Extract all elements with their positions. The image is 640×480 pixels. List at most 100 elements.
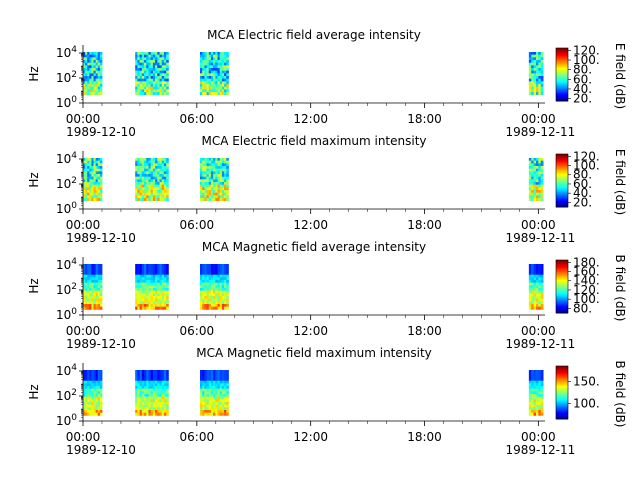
- spectrogram-cell: [166, 187, 169, 191]
- spectrogram-cell: [226, 301, 229, 305]
- spectrogram-cell: [533, 187, 537, 191]
- spectrogram-cell: [135, 372, 138, 376]
- spectrogram-cell: [135, 388, 138, 392]
- spectrogram-cell: [161, 386, 165, 390]
- spectrogram-cell: [150, 272, 154, 276]
- spectrogram-cell: [159, 81, 163, 85]
- spectrogram-cell: [152, 65, 156, 69]
- spectrogram-cell: [224, 290, 227, 294]
- spectrogram-cell: [208, 174, 212, 178]
- spectrogram-cell: [202, 54, 205, 58]
- spectrogram-cell: [226, 412, 229, 416]
- spectrogram-cell: [208, 280, 212, 284]
- y-tick-label: 104: [56, 257, 77, 272]
- spectrogram-cell: [217, 65, 221, 69]
- spectrogram-cell: [528, 383, 532, 387]
- spectrogram-cell: [148, 304, 152, 308]
- spectrogram-cell: [202, 388, 205, 392]
- spectrogram-cell: [528, 54, 532, 58]
- spectrogram-cell: [528, 402, 532, 406]
- spectrogram-cell: [83, 176, 86, 180]
- spectrogram-cell: [204, 296, 207, 300]
- spectrogram-cell: [87, 54, 90, 58]
- spectrogram-cell: [148, 277, 152, 281]
- colorbar-swatch: [556, 267, 568, 270]
- spectrogram-cell: [540, 76, 544, 80]
- spectrogram-cell: [99, 378, 103, 382]
- spectrogram-cell: [85, 301, 88, 305]
- spectrogram-cell: [159, 306, 163, 310]
- spectrogram-cell: [528, 372, 532, 376]
- spectrogram-cell: [99, 269, 103, 273]
- spectrogram-cell: [202, 73, 205, 77]
- spectrogram-cell: [540, 54, 544, 58]
- colorbar-swatch: [556, 377, 568, 380]
- spectrogram-cell: [97, 81, 101, 85]
- spectrogram-cell: [215, 290, 218, 294]
- spectrogram-cell: [148, 301, 152, 305]
- spectrogram-cell: [137, 383, 140, 387]
- spectrogram-cell: [161, 394, 165, 398]
- colorbar-swatch: [556, 55, 568, 58]
- spectrogram-cell: [166, 158, 169, 162]
- colorbar-swatch: [556, 277, 568, 280]
- x-date-label: 1989-12-11: [505, 231, 575, 245]
- data-block: [135, 264, 169, 310]
- spectrogram-cell: [163, 62, 167, 66]
- spectrogram-cell: [163, 92, 167, 96]
- spectrogram-cell: [144, 386, 147, 390]
- spectrogram-cell: [137, 380, 140, 384]
- spectrogram-cell: [155, 73, 158, 77]
- spectrogram-cell: [141, 65, 145, 69]
- spectrogram-cell: [155, 57, 158, 61]
- spectrogram-cell: [135, 166, 138, 170]
- spectrogram-cell: [163, 285, 167, 289]
- spectrogram-cell: [157, 89, 160, 93]
- spectrogram-cell: [528, 404, 532, 408]
- spectrogram-cell: [146, 282, 149, 286]
- spectrogram-cell: [540, 174, 544, 178]
- spectrogram-cell: [533, 386, 537, 390]
- spectrogram-cell: [95, 60, 99, 64]
- spectrogram-cell: [157, 394, 160, 398]
- spectrogram-cell: [533, 179, 537, 183]
- spectrogram-cell: [161, 158, 165, 162]
- spectrogram-cell: [213, 304, 216, 308]
- spectrogram-cell: [83, 404, 86, 408]
- spectrogram-cell: [85, 272, 88, 276]
- spectrogram-cell: [135, 378, 138, 382]
- spectrogram-cell: [166, 296, 169, 300]
- spectrogram-cell: [217, 293, 221, 297]
- spectrogram-cell: [159, 52, 163, 56]
- spectrogram-cell: [226, 179, 229, 183]
- spectrogram-cell: [137, 412, 140, 416]
- spectrogram-cell: [89, 160, 92, 164]
- spectrogram-cell: [535, 399, 539, 403]
- spectrogram-cell: [204, 84, 207, 88]
- spectrogram-cell: [144, 412, 147, 416]
- spectrogram-cell: [208, 264, 212, 268]
- spectrogram-cell: [157, 378, 160, 382]
- spectrogram-cell: [97, 192, 101, 196]
- spectrogram-cell: [83, 192, 86, 196]
- spectrogram-cell: [531, 290, 535, 294]
- spectrogram-cell: [202, 86, 205, 90]
- spectrogram-cell: [540, 370, 544, 374]
- spectrogram-cell: [538, 182, 542, 186]
- spectrogram-cell: [161, 264, 165, 268]
- spectrogram-cell: [217, 89, 221, 93]
- spectrogram-cell: [533, 285, 537, 289]
- spectrogram-cell: [210, 68, 214, 72]
- colorbar-swatch: [556, 311, 568, 314]
- spectrogram-cell: [531, 269, 535, 273]
- spectrogram-cell: [97, 65, 101, 69]
- spectrogram-cell: [219, 195, 223, 199]
- spectrogram-cell: [157, 372, 160, 376]
- spectrogram-cell: [141, 62, 145, 66]
- spectrogram-cell: [144, 383, 147, 387]
- spectrogram-cell: [215, 198, 218, 202]
- spectrogram-cell: [540, 407, 544, 411]
- spectrogram-cell: [135, 174, 138, 178]
- spectrogram-cell: [531, 86, 535, 90]
- spectrogram-cell: [226, 184, 229, 188]
